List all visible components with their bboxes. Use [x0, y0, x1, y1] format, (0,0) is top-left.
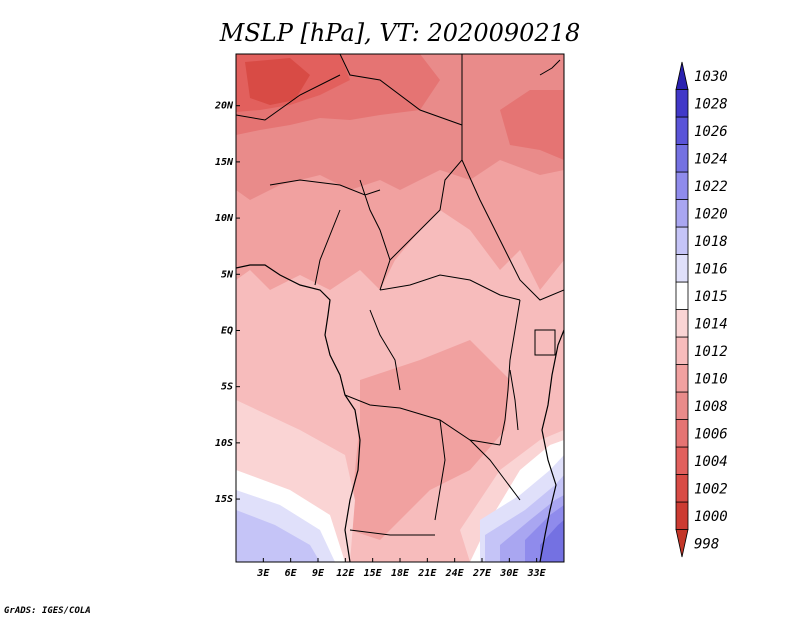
colorbar-label: 1028 [694, 96, 728, 112]
colorbar-swatch [675, 281, 689, 310]
algeria-niger-border [236, 74, 341, 121]
congo-drc-border [369, 309, 401, 391]
colorbar-swatch [675, 446, 689, 475]
colorbar-swatch [675, 144, 689, 173]
lat-tick-label: 5N [221, 269, 234, 280]
lat-tick-label: 20N [214, 101, 234, 112]
pressure-field [236, 54, 564, 562]
colorbar-swatch [675, 254, 689, 283]
colorbar-swatch [675, 309, 689, 338]
colorbar-label: 1014 [694, 316, 728, 332]
colorbar-label: 1022 [694, 179, 728, 195]
lat-tick-label: 10S [215, 438, 233, 449]
colorbar-label: 1010 [694, 371, 728, 387]
colorbar-swatch [675, 199, 689, 228]
colorbar-label: 1016 [694, 261, 728, 277]
lon-tick-label: 18E [391, 568, 410, 579]
colorbar-label: 1024 [694, 151, 728, 167]
chad-sudan-border [389, 125, 463, 261]
figure-title: MSLP [hPa], VT: 2020090218 [219, 19, 580, 47]
chad-south-border [359, 179, 391, 291]
lat-tick-label: 15N [215, 157, 234, 168]
colorbar-swatch [675, 474, 689, 503]
sudan-ethiopia-border [461, 159, 564, 301]
colorbar-swatch [675, 419, 689, 448]
lon-tick-label: 9E [312, 568, 325, 579]
lat-tick-label: 15S [215, 494, 233, 505]
colorbar-swatch [675, 226, 689, 255]
lat-tick-label: 5S [221, 382, 233, 393]
latitude-axis: 20N 15N 10N 5N EQ 5S 10S 15S [214, 101, 240, 505]
field-region-1006-east [500, 90, 564, 160]
lon-tick-label: 30E [499, 568, 519, 579]
red-sea-coast [539, 59, 561, 76]
grads-credit: GrADS: IGES/COLA [4, 606, 91, 616]
drc-east-border [499, 299, 521, 446]
colorbar-label: 1000 [694, 509, 728, 525]
colorbar-label: 1018 [694, 234, 728, 250]
west-africa-coastline [236, 264, 361, 562]
lat-tick-label: 10N [215, 213, 234, 224]
colorbar-swatch [675, 529, 689, 558]
colorbar: 998 1000 1002 1004 1006 1008 1010 1012 1014 1015 1… [675, 61, 728, 558]
nigeria-cameroon-border [314, 209, 341, 286]
lon-tick-label: 3E [256, 568, 270, 579]
colorbar-swatch [675, 391, 689, 420]
colorbar-swatch [675, 501, 689, 530]
colorbar-label: 1020 [694, 206, 728, 222]
colorbar-label: 1030 [694, 69, 728, 85]
lon-tick-label: 21E [417, 568, 437, 579]
libya-chad-border [339, 54, 463, 126]
colorbar-label: 1008 [694, 399, 728, 415]
lon-tick-label: 12E [336, 568, 355, 579]
colorbar-label: 1004 [694, 454, 728, 470]
field-region-1018 [236, 510, 320, 562]
field-region-1024 [540, 520, 564, 562]
colorbar-swatch [675, 171, 689, 200]
colorbar-label: 1012 [694, 344, 728, 360]
colorbar-label: 1002 [694, 481, 728, 497]
colorbar-swatch [675, 336, 689, 365]
colorbar-swatch [675, 61, 689, 90]
east-africa-coastline [539, 329, 564, 562]
lon-tick-label: 15E [364, 568, 383, 579]
niger-nigeria-border [269, 179, 381, 196]
field-region-1010-south [350, 340, 510, 540]
field-region-1002 [245, 58, 310, 105]
longitude-axis: 3E 6E 9E 12E 15E 18E 21E 24E 27E 30E 33E [256, 558, 547, 579]
colorbar-swatch [675, 116, 689, 145]
car-border [379, 274, 521, 301]
colorbar-label: 1026 [694, 124, 728, 140]
lake-tanganyika [509, 369, 519, 431]
colorbar-label: 1015 [694, 289, 728, 305]
colorbar-label: 1006 [694, 426, 728, 442]
lake-victoria [534, 329, 556, 356]
country-borders [236, 54, 564, 562]
angola-east-border [434, 419, 446, 521]
colorbar-swatch [675, 364, 689, 393]
lon-tick-label: 27E [472, 568, 492, 579]
colorbar-swatch [675, 89, 689, 118]
lat-tick-label: EQ [221, 325, 233, 336]
colorbar-label: 998 [694, 536, 719, 552]
lon-tick-label: 24E [445, 568, 465, 579]
lon-tick-label: 33E [527, 568, 547, 579]
angola-south-border [349, 529, 435, 536]
angola-north-border [344, 394, 501, 446]
lon-tick-label: 6E [285, 568, 298, 579]
zambia-border [469, 439, 521, 501]
